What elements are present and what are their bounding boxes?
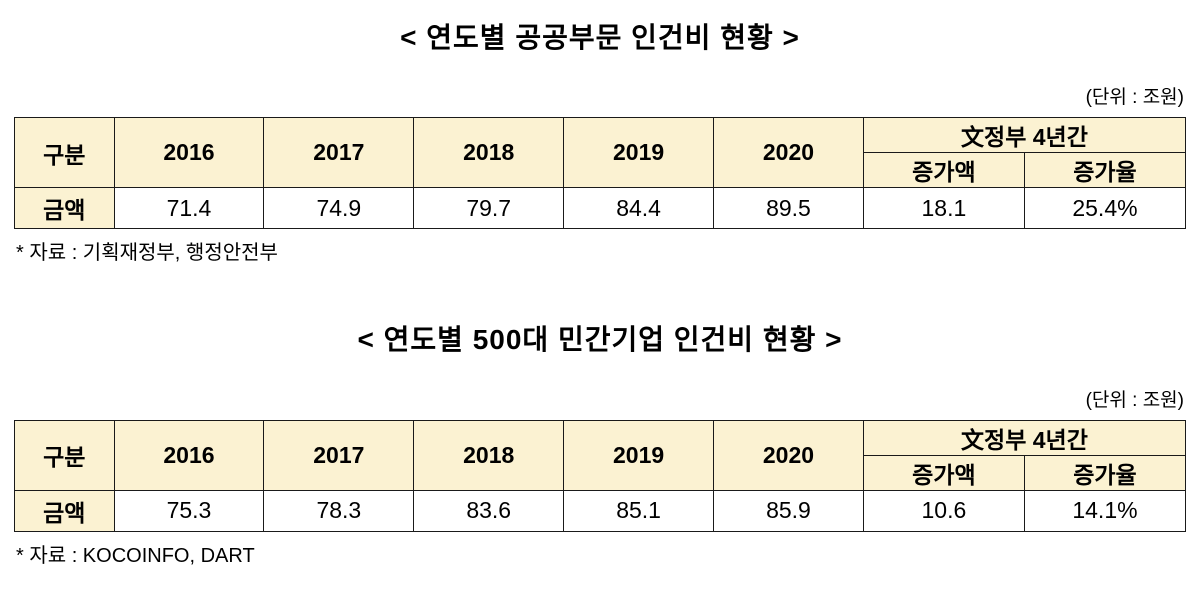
header-year-2019: 2019 — [563, 117, 715, 189]
table-row-amount: 금액 71.4 74.9 79.7 84.4 89.5 18.1 25.4% — [14, 187, 1187, 230]
table-row-amount: 금액 75.3 78.3 83.6 85.1 85.9 10.6 14.1% — [14, 489, 1187, 532]
value-increase-rate: 14.1% — [1023, 489, 1187, 532]
header-increase-rate: 증가율 — [1023, 454, 1187, 491]
public-sector-unit-note: (단위 : 조원) — [1085, 87, 1184, 109]
row-label-amount: 금액 — [14, 187, 115, 230]
value-2017: 74.9 — [263, 187, 415, 230]
header-increase-amount: 증가액 — [862, 454, 1025, 491]
public-sector-title: < 연도별 공공부문 인건비 현황 > — [400, 22, 800, 53]
header-year-2020: 2020 — [713, 419, 864, 491]
value-2018: 83.6 — [413, 489, 565, 532]
header-year-2017: 2017 — [263, 117, 415, 189]
value-2020: 85.9 — [713, 489, 864, 532]
value-2020: 89.5 — [713, 187, 864, 230]
public-sector-source-note: * 자료 : 기획재정부, 행정안전부 — [16, 242, 278, 265]
private-companies-title: < 연도별 500대 민간기업 인건비 현황 > — [357, 324, 843, 356]
header-group-moon-admin: 文정부 4년간 — [862, 419, 1187, 456]
header-year-2019: 2019 — [563, 419, 715, 491]
value-2016: 75.3 — [113, 489, 265, 532]
header-row: 구분 2016 2017 2018 2019 2020 文정부 4년간 — [14, 117, 1187, 189]
sub-header-row: 증가액 증가율 — [15, 152, 1187, 189]
value-2019: 85.1 — [563, 489, 715, 532]
private-companies-table: 구분 2016 2017 2018 2019 2020 文정부 4년간 증가액 … — [14, 419, 1187, 532]
private-companies-section: < 연도별 500대 민간기업 인건비 현황 > (단위 : 조원) 구분 20… — [14, 322, 1187, 567]
value-2017: 78.3 — [263, 489, 415, 532]
header-year-2016: 2016 — [113, 419, 265, 491]
public-sector-table: 구분 2016 2017 2018 2019 2020 文정부 4년간 증가액 … — [14, 117, 1187, 230]
header-increase-rate: 증가율 — [1023, 152, 1187, 189]
row-label-amount: 금액 — [14, 489, 115, 532]
header-year-2018: 2018 — [413, 117, 565, 189]
value-increase-amount: 10.6 — [862, 489, 1025, 532]
value-increase-rate: 25.4% — [1023, 187, 1187, 230]
header-increase-amount: 증가액 — [862, 152, 1025, 189]
value-increase-amount: 18.1 — [862, 187, 1025, 230]
header-year-2018: 2018 — [413, 419, 565, 491]
private-companies-source-note: * 자료 : KOCOINFO, DART — [16, 544, 255, 567]
value-2019: 84.4 — [563, 187, 715, 230]
header-year-2016: 2016 — [113, 117, 265, 189]
value-2018: 79.7 — [413, 187, 565, 230]
value-2016: 71.4 — [113, 187, 265, 230]
header-year-2020: 2020 — [713, 117, 864, 189]
header-group-moon-admin: 文정부 4년간 — [862, 117, 1187, 154]
header-category: 구분 — [14, 117, 115, 189]
header-year-2017: 2017 — [263, 419, 415, 491]
private-companies-unit-note: (단위 : 조원) — [1085, 389, 1184, 411]
header-category: 구분 — [14, 419, 115, 491]
public-sector-section: < 연도별 공공부문 인건비 현황 > (단위 : 조원) 구분 2016 20… — [14, 20, 1187, 265]
header-row: 구분 2016 2017 2018 2019 2020 文정부 4년간 — [14, 419, 1187, 491]
